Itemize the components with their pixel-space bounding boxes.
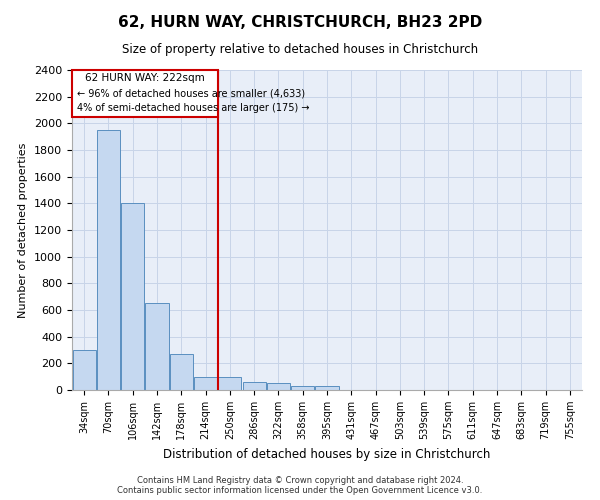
Bar xyxy=(73,350,95,390)
Text: ← 96% of detached houses are smaller (4,633): ← 96% of detached houses are smaller (4,… xyxy=(77,88,305,99)
Text: Contains HM Land Registry data © Crown copyright and database right 2024.
Contai: Contains HM Land Registry data © Crown c… xyxy=(118,476,482,495)
Bar xyxy=(145,304,169,390)
Text: 62 HURN WAY: 222sqm: 62 HURN WAY: 222sqm xyxy=(85,74,205,84)
Text: 62, HURN WAY, CHRISTCHURCH, BH23 2PD: 62, HURN WAY, CHRISTCHURCH, BH23 2PD xyxy=(118,15,482,30)
Bar xyxy=(170,354,193,390)
X-axis label: Distribution of detached houses by size in Christchurch: Distribution of detached houses by size … xyxy=(163,448,491,460)
Bar xyxy=(218,376,241,390)
Bar xyxy=(194,376,217,390)
Bar xyxy=(291,386,314,390)
Text: 4% of semi-detached houses are larger (175) →: 4% of semi-detached houses are larger (1… xyxy=(77,104,310,114)
Bar xyxy=(121,204,144,390)
Bar xyxy=(242,382,266,390)
Bar xyxy=(267,384,290,390)
Text: Size of property relative to detached houses in Christchurch: Size of property relative to detached ho… xyxy=(122,42,478,56)
Bar xyxy=(97,130,120,390)
Bar xyxy=(316,386,338,390)
FancyBboxPatch shape xyxy=(72,70,218,116)
Y-axis label: Number of detached properties: Number of detached properties xyxy=(19,142,28,318)
